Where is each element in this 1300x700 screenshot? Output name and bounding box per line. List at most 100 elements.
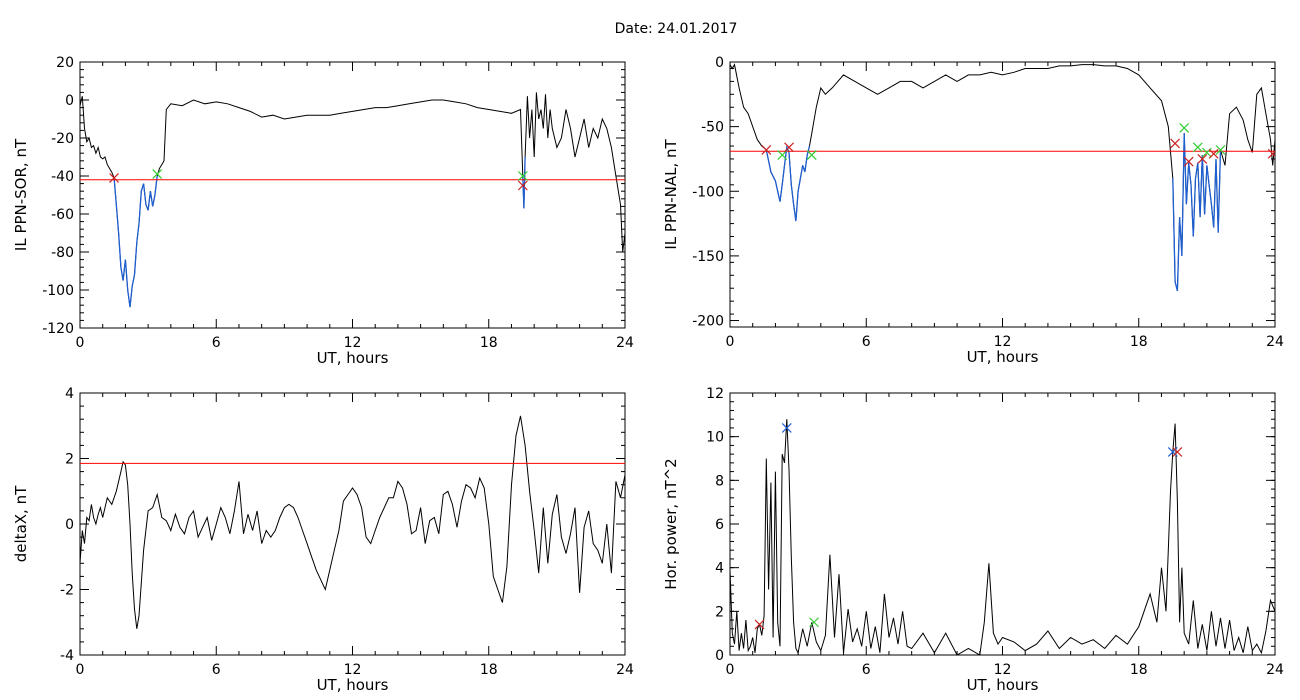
green-x-marker-stroke-b [152, 169, 163, 180]
x-tick-label: 18 [480, 662, 498, 678]
plot-data-area [730, 419, 1275, 655]
y-tick-label: 2 [65, 452, 74, 468]
y-tick-label: 20 [56, 55, 74, 71]
green-x-marker-stroke-b [777, 150, 788, 160]
red-x-marker-stroke-b [1170, 138, 1181, 149]
blue-x-marker [781, 423, 792, 433]
panel-il-ppn-sor: 0 6 12 18 24 20 0 -20 -40 -60 -80 -100 -120 UT, hours… [12, 55, 634, 367]
data-line [80, 415, 625, 629]
green-x-marker [1192, 142, 1203, 153]
y-tick-label: 0 [715, 55, 724, 71]
y-tick-label: -200 [692, 314, 724, 330]
x-tick-label: 0 [726, 334, 735, 350]
plot-frame [79, 392, 626, 656]
x-tick-label: 6 [862, 662, 871, 678]
green-x-marker [777, 150, 788, 160]
plot-frame [729, 61, 1276, 328]
red-x-marker [1267, 148, 1275, 159]
y-tick-label: 0 [65, 93, 74, 109]
y-tick-label: -20 [51, 131, 74, 147]
plot-frame [729, 392, 1276, 656]
green-x-marker-stroke-b [1192, 142, 1203, 153]
red-x-marker-stroke-b [1208, 148, 1219, 159]
blue-x-marker-stroke-b [781, 423, 792, 433]
red-x-marker [754, 619, 765, 630]
red-x-marker-stroke-b [1197, 154, 1208, 164]
red-x-marker [784, 142, 794, 153]
highlighted-segment [1172, 133, 1222, 291]
highlighted-segment [522, 156, 526, 209]
highlighted-segment [113, 175, 158, 308]
green-x-marker [1179, 123, 1190, 133]
y-tick-label: -80 [51, 245, 74, 261]
x-tick-label: 24 [616, 335, 634, 351]
x-tick-label: 24 [616, 662, 634, 678]
y-tick-label: 4 [715, 561, 724, 577]
red-x-marker-stroke-b [517, 180, 528, 191]
red-x-marker [1197, 154, 1208, 164]
y-tick-label: -2 [60, 583, 74, 599]
panel-il-ppn-nal: 0 6 12 18 24 0 -50 -100 -150 -200 UT, hours IL PPN-… [662, 55, 1284, 366]
data-line [730, 63, 1275, 291]
green-x-marker-stroke-b [1179, 123, 1190, 133]
y-tick-label: 0 [715, 648, 724, 664]
red-x-marker [1183, 156, 1194, 167]
red-x-marker [517, 180, 528, 191]
x-axis-label: UT, hours [317, 676, 389, 694]
x-axis-label: UT, hours [967, 676, 1039, 694]
x-axis-label: UT, hours [967, 348, 1039, 366]
data-line [730, 419, 1275, 655]
data-line [80, 92, 625, 308]
blue-x-marker-stroke-b [1167, 447, 1178, 457]
x-tick-label: 12 [344, 662, 362, 678]
green-x-marker [152, 169, 163, 180]
panel-deltax: 0 6 12 18 24 4 2 0 -2 -4 UT, hours deltaX, nT [12, 386, 634, 694]
y-tick-label: 12 [706, 386, 724, 402]
y-tick-label: 4 [65, 386, 74, 402]
green-x-marker [1215, 144, 1226, 155]
x-axis-label: UT, hours [317, 349, 389, 367]
x-tick-label: 6 [212, 662, 221, 678]
y-tick-label: 0 [65, 517, 74, 533]
y-axis-label: IL PPN-NAL, nT [662, 139, 680, 250]
green-x-marker-stroke-b [806, 150, 817, 160]
x-tick-label: 6 [862, 334, 871, 350]
x-tick-label: 24 [1266, 334, 1284, 350]
red-x-marker-stroke-b [1172, 447, 1183, 457]
y-tick-label: -100 [42, 283, 74, 299]
red-x-marker-stroke-b [1183, 156, 1194, 167]
y-tick-label: -120 [42, 321, 74, 337]
y-tick-label: -50 [701, 120, 724, 136]
y-tick-label: 2 [715, 604, 724, 620]
red-x-marker-stroke-b [754, 619, 765, 630]
green-x-marker [809, 617, 819, 628]
plot-frame [79, 61, 626, 329]
y-axis-label: Hor. power, nT^2 [662, 458, 680, 589]
blue-x-marker [1167, 447, 1178, 457]
red-x-marker [761, 144, 772, 155]
y-tick-label: 8 [715, 473, 724, 489]
x-tick-label: 0 [76, 335, 85, 351]
x-tick-label: 0 [76, 662, 85, 678]
x-tick-label: 18 [480, 335, 498, 351]
red-x-marker [1172, 447, 1183, 457]
plot-data-area [80, 415, 625, 629]
y-tick-label: -40 [51, 169, 74, 185]
green-x-marker-stroke-b [517, 171, 528, 181]
figure-title: Date: 24.01.2017 [615, 21, 738, 37]
y-tick-label: -100 [692, 184, 724, 200]
x-tick-label: 24 [1266, 662, 1284, 678]
red-x-marker [1208, 148, 1219, 159]
x-tick-label: 18 [1130, 662, 1148, 678]
highlighted-segment [765, 144, 811, 222]
x-tick-label: 12 [994, 662, 1012, 678]
green-x-marker-stroke-b [809, 617, 819, 628]
y-tick-label: -150 [692, 249, 724, 265]
y-tick-label: 10 [706, 430, 724, 446]
red-x-marker-stroke-b [1267, 150, 1275, 159]
red-x-marker-stroke-b [109, 172, 119, 183]
y-axis-label: IL PPN-SOR, nT [12, 138, 30, 251]
x-tick-label: 18 [1130, 334, 1148, 350]
red-x-marker-stroke-b [784, 142, 794, 153]
